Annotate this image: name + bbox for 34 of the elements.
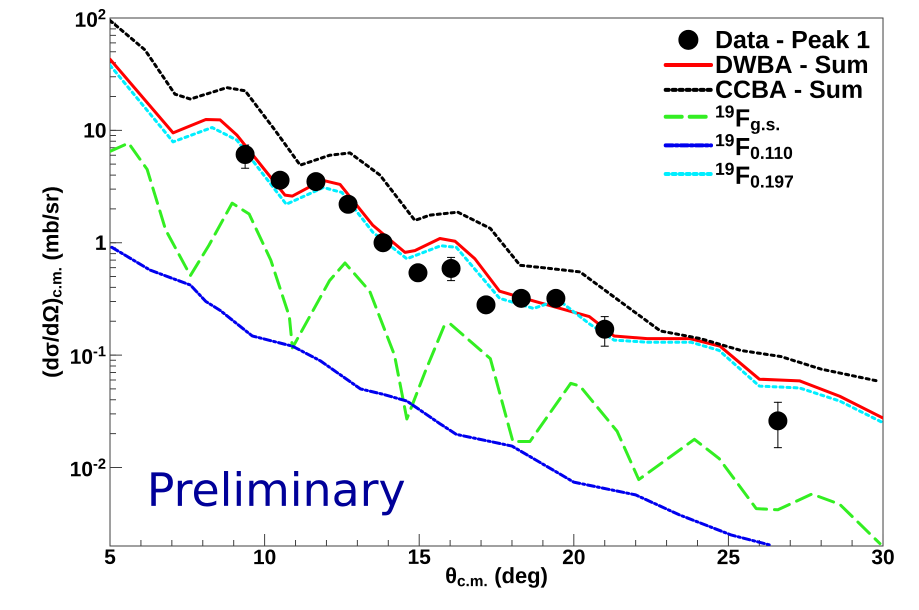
x-tick-label: 5 [104,550,116,564]
point [408,263,428,282]
y-tick-label: 1 [96,236,106,250]
point [595,320,614,339]
point [512,288,531,308]
point [476,295,496,314]
x-tick-label: 30 [872,550,894,564]
y-tick-label: 10 [84,122,106,138]
line-series [110,18,878,382]
point [306,172,326,192]
y-tick-label: 10$^{2}$ [76,9,106,27]
point [546,288,566,308]
line-series [110,246,772,546]
point [236,144,255,164]
y-tick-label: 10$^{-2}$ [71,458,106,476]
legend-label: CCBA - Sum [716,80,862,98]
y-axis-title: (dσ/dΩ)$_{c.m.}$ (mb/sr) [42,187,63,377]
point [442,258,461,278]
x-tick-label: 25 [717,550,740,564]
x-axis-title: θ$_{c.m.}$ (deg) [446,567,547,588]
legend-label: $^{19}$F$_{0.197}$ [716,162,794,188]
legend-label: DWBA - Sum [716,56,868,74]
legend-label: $^{19}$F$_{g.s.}$ [716,105,779,134]
point [338,194,358,214]
point [768,411,788,430]
point [374,233,393,252]
x-tick-label: 15 [408,550,430,564]
annotation: Preliminary [151,471,404,516]
x-tick-label: 10 [254,550,276,564]
y-tick-label: 10$^{-1}$ [71,346,106,364]
point [270,170,290,190]
legend-label: $^{19}$F$_{0.110}$ [716,134,792,160]
x-tick-label: 20 [562,550,585,564]
legend-label: Data - Peak 1 [716,30,870,48]
